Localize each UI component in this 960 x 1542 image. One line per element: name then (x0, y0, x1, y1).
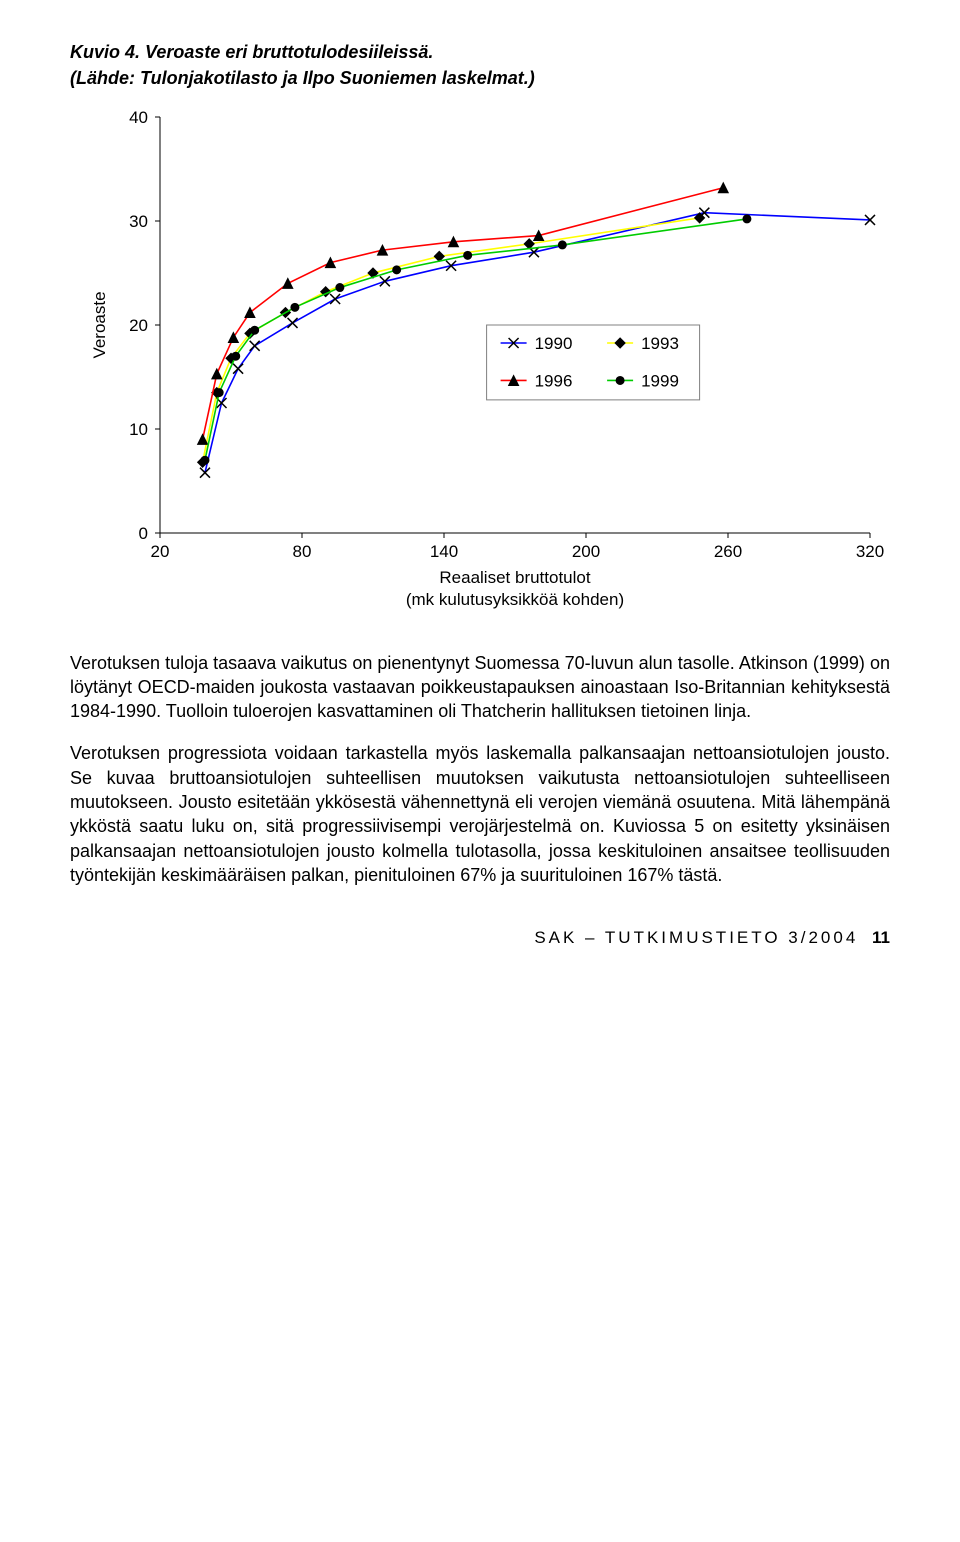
svg-text:1993: 1993 (641, 334, 679, 353)
svg-text:80: 80 (293, 542, 312, 561)
paragraph-2: Verotuksen progressiota voidaan tarkaste… (70, 741, 890, 887)
chart-container: 0 10 20 30 40 20 80 140 200 260 320 Veroaste Reaalis… (70, 103, 890, 623)
svg-text:1999: 1999 (641, 371, 679, 390)
svg-text:40: 40 (129, 108, 148, 127)
svg-text:200: 200 (572, 542, 600, 561)
svg-text:10: 10 (129, 420, 148, 439)
svg-text:1996: 1996 (535, 371, 573, 390)
svg-text:1990: 1990 (535, 334, 573, 353)
svg-text:(mk kulutusyksikköä kohden): (mk kulutusyksikköä kohden) (406, 590, 624, 609)
figure-title: Kuvio 4. Veroaste eri bruttotulodesiilei… (70, 40, 890, 64)
page-footer: SAK – TUTKIMUSTIETO 3/2004 11 (70, 927, 890, 950)
svg-text:30: 30 (129, 212, 148, 231)
svg-text:140: 140 (430, 542, 458, 561)
svg-text:0: 0 (139, 524, 148, 543)
footer-page-number: 11 (872, 928, 890, 947)
svg-text:320: 320 (856, 542, 884, 561)
paragraph-1: Verotuksen tuloja tasaava vaikutus on pi… (70, 651, 890, 724)
figure-subtitle: (Lähde: Tulonjakotilasto ja Ilpo Suoniem… (70, 66, 890, 90)
line-chart: 0 10 20 30 40 20 80 140 200 260 320 Veroaste Reaalis… (70, 103, 890, 623)
svg-text:Veroaste: Veroaste (90, 291, 109, 358)
footer-text: SAK – TUTKIMUSTIETO 3/2004 (534, 928, 858, 947)
svg-text:20: 20 (151, 542, 170, 561)
svg-text:260: 260 (714, 542, 742, 561)
svg-text:20: 20 (129, 316, 148, 335)
svg-text:Reaaliset bruttotulot: Reaaliset bruttotulot (439, 568, 590, 587)
